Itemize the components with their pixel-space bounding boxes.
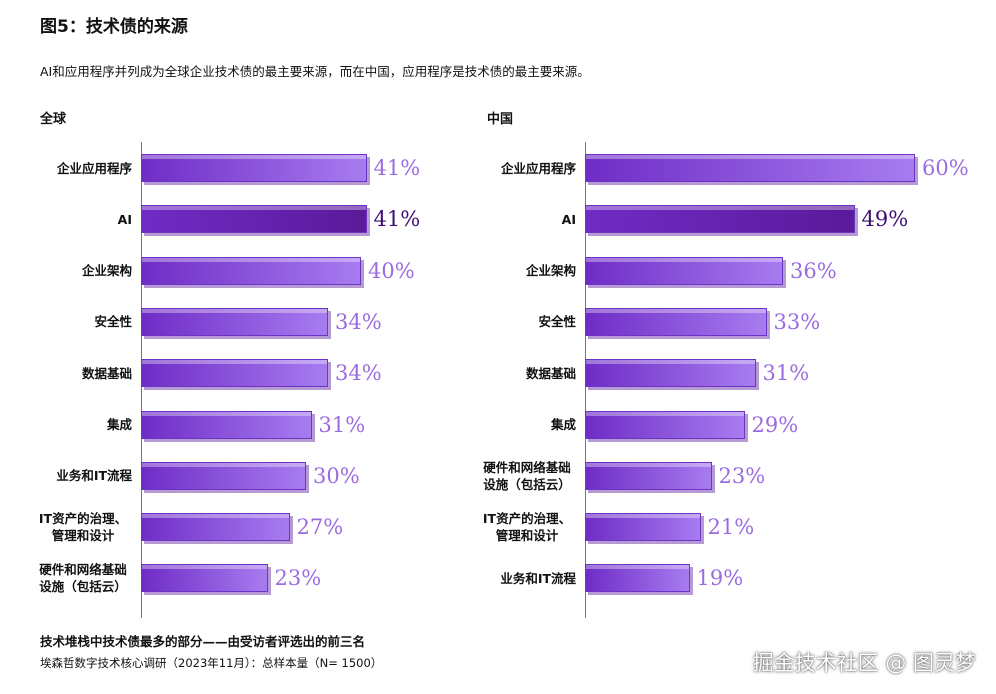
category-text: 企业架构 — [525, 263, 576, 279]
category-label: 硬件和网络基础设施（包括云） — [12, 558, 132, 598]
category-label: 集成 — [12, 405, 132, 445]
value-label: 30% — [313, 463, 360, 488]
category-label: 硬件和网络基础设施（包括云） — [456, 456, 576, 496]
bar — [141, 307, 328, 336]
value-label: 23% — [274, 566, 322, 591]
panel-title: 全球 — [40, 112, 67, 127]
category-label: 企业应用程序 — [456, 148, 576, 188]
category-text: AI — [117, 211, 132, 227]
category-label: 安全性 — [456, 302, 576, 342]
source: 埃森哲数字技术核心调研（2023年11月）：总样本量（N= 1500） — [40, 656, 383, 670]
category-label: AI — [12, 199, 132, 239]
category-label: 业务和IT流程 — [12, 456, 132, 496]
bar — [141, 513, 290, 542]
value-label: 27% — [296, 515, 344, 540]
category-label: 企业架构 — [456, 251, 576, 291]
category-text: 企业应用程序 — [56, 160, 132, 176]
value-label: 41% — [373, 156, 421, 180]
value-label: 36% — [790, 258, 837, 283]
category-text: 数据基础 — [525, 365, 576, 381]
category-text: 集成 — [550, 417, 576, 432]
value-label: 41% — [373, 207, 421, 232]
category-label: 数据基础 — [456, 353, 576, 393]
value-label: 31% — [318, 412, 366, 437]
bar — [141, 359, 328, 388]
category-label: 业务和IT流程 — [456, 558, 576, 598]
value-label: 49% — [861, 207, 909, 232]
category-text: 业务和IT流程 — [500, 570, 576, 586]
bar — [585, 461, 712, 490]
category-label: 安全性 — [12, 302, 132, 342]
value-label: 34% — [335, 309, 382, 334]
category-text: 数据基础 — [81, 365, 132, 381]
bar — [585, 154, 915, 182]
bar — [141, 410, 312, 439]
bar — [141, 205, 367, 234]
category-label: 集成 — [456, 405, 576, 445]
category-text: 业务和IT流程 — [56, 468, 132, 484]
category-text: 安全性 — [94, 314, 132, 330]
watermark: 掘金技术社区 @ 图灵梦 — [752, 651, 976, 675]
category-text: 硬件和网络基础设施（包括云） — [483, 459, 571, 492]
value-label: 40% — [368, 258, 415, 283]
category-text: 集成 — [106, 417, 132, 432]
value-label: 31% — [762, 361, 810, 386]
value-label: 33% — [773, 309, 821, 334]
bar — [585, 410, 745, 439]
category-text: 硬件和网络基础设施（包括云） — [39, 562, 127, 595]
bar — [141, 256, 361, 285]
panel-title: 中国 — [487, 112, 514, 127]
subtitle: AI和应用程序并列成为全球企业技术债的最主要来源，而在中国，应用程序是技术债的最… — [40, 64, 590, 79]
value-label: 19% — [696, 566, 744, 591]
category-label: 企业应用程序 — [12, 148, 132, 188]
category-text: 企业应用程序 — [500, 160, 576, 176]
category-text: AI — [561, 211, 576, 227]
title: 图5：技术债的来源 — [40, 17, 188, 37]
value-label: 34% — [335, 361, 382, 386]
value-label: 21% — [707, 515, 755, 540]
category-label: 企业架构 — [12, 251, 132, 291]
bar — [141, 154, 367, 182]
bar — [585, 564, 690, 593]
value-label: 29% — [751, 412, 799, 437]
value-label: 23% — [718, 463, 766, 488]
category-label: IT资产的治理、管理和设计 — [456, 507, 576, 547]
bar — [585, 307, 767, 336]
category-text: IT资产的治理、管理和设计 — [482, 511, 572, 544]
category-label: AI — [456, 199, 576, 239]
category-text: IT资产的治理、管理和设计 — [38, 511, 128, 544]
category-label: 数据基础 — [12, 353, 132, 393]
bar — [585, 359, 756, 388]
bar — [585, 513, 701, 542]
category-label: IT资产的治理、管理和设计 — [12, 507, 132, 547]
category-text: 企业架构 — [81, 263, 132, 279]
value-label: 60% — [922, 156, 969, 180]
bar — [141, 461, 306, 490]
footnote: 技术堆栈中技术债最多的部分——由受访者评选出的前三名 — [40, 634, 366, 649]
bar — [141, 564, 268, 593]
bar — [585, 205, 855, 234]
bar — [585, 256, 783, 285]
category-text: 安全性 — [538, 314, 576, 330]
